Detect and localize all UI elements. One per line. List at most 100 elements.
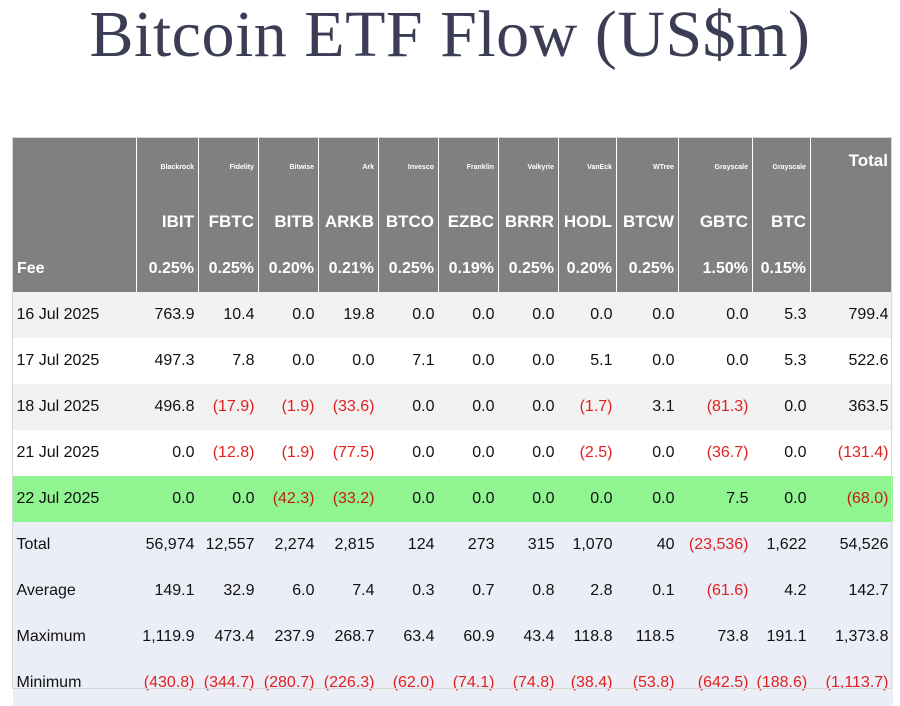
empty-header-cell: [810, 246, 893, 292]
flow-value-cell: 0.0: [136, 430, 199, 476]
total-cell: (68.0): [810, 476, 893, 522]
flow-value-cell: (2.5): [558, 430, 617, 476]
date-cell: 18 Jul 2025: [12, 384, 137, 430]
flow-value-cell: 0.0: [752, 476, 811, 522]
issuer-header: Grayscale: [678, 137, 753, 198]
flow-value-cell: (1.9): [258, 430, 319, 476]
flow-value-cell: 118.5: [616, 614, 679, 660]
flow-value-cell: 0.0: [752, 384, 811, 430]
flow-value-cell: 0.0: [616, 338, 679, 384]
flow-value-cell: 40: [616, 522, 679, 568]
flow-value-cell: 0.0: [616, 292, 679, 338]
flow-value-cell: 0.0: [616, 430, 679, 476]
summary-row: Minimum (430.8) (344.7) (280.7) (226.3) (62.0…: [12, 660, 893, 706]
summary-row: Maximum 1,119.9 473.4 237.9 268.7 63.4 60.9 43.…: [12, 614, 893, 660]
corner-cell: [12, 137, 137, 198]
ticker-header: BTC: [752, 198, 811, 246]
flow-value-cell: 0.0: [678, 338, 753, 384]
flow-value-cell: 473.4: [198, 614, 259, 660]
flow-value-cell: 5.3: [752, 292, 811, 338]
ticker-header: FBTC: [198, 198, 259, 246]
flow-value-cell: 7.5: [678, 476, 753, 522]
flow-value-cell: (642.5): [678, 660, 753, 706]
issuer-header: Invesco: [378, 137, 439, 198]
flow-value-cell: 10.4: [198, 292, 259, 338]
flow-value-cell: 1,070: [558, 522, 617, 568]
flow-value-cell: 7.4: [318, 568, 379, 614]
flow-value-cell: 0.0: [378, 384, 439, 430]
flow-value-cell: 0.8: [498, 568, 559, 614]
flow-value-cell: 0.0: [616, 476, 679, 522]
summary-row: Total 56,974 12,557 2,274 2,815 124 273 315 1,07…: [12, 522, 893, 568]
fee-label: Fee: [12, 246, 137, 292]
flow-value-cell: 0.0: [678, 292, 753, 338]
date-cell: 22 Jul 2025: [12, 476, 137, 522]
flow-value-cell: 763.9: [136, 292, 199, 338]
flow-value-cell: (36.7): [678, 430, 753, 476]
flow-value-cell: 0.0: [558, 476, 617, 522]
flow-value-cell: 0.7: [438, 568, 499, 614]
flow-value-cell: 0.0: [136, 476, 199, 522]
flow-value-cell: 0.0: [378, 430, 439, 476]
flow-value-cell: 237.9: [258, 614, 319, 660]
issuer-header: Valkyrie: [498, 137, 559, 198]
flow-value-cell: 1,622: [752, 522, 811, 568]
flow-value-cell: (81.3): [678, 384, 753, 430]
flow-value-cell: (280.7): [258, 660, 319, 706]
flow-value-cell: (188.6): [752, 660, 811, 706]
issuer-header: Ark: [318, 137, 379, 198]
total-column-header: Total: [810, 137, 893, 198]
flow-value-cell: (62.0): [378, 660, 439, 706]
table-row: 18 Jul 2025 496.8 (17.9) (1.9) (33.6) 0.0 0.0 0…: [12, 384, 893, 430]
ticker-header: ARKB: [318, 198, 379, 246]
etf-flow-table: Blackrock Fidelity Bitwise Ark Invesco F…: [12, 137, 893, 706]
ticker-header: IBIT: [136, 198, 199, 246]
flow-value-cell: (61.6): [678, 568, 753, 614]
flow-value-cell: 7.8: [198, 338, 259, 384]
flow-value-cell: 2,274: [258, 522, 319, 568]
empty-header-cell: [810, 198, 893, 246]
total-cell: (1,113.7): [810, 660, 893, 706]
flow-value-cell: 32.9: [198, 568, 259, 614]
flow-table-body: 16 Jul 2025 763.9 10.4 0.0 19.8 0.0 0.0 0.0 0.0 0…: [12, 292, 893, 706]
total-cell: (131.4): [810, 430, 893, 476]
issuer-header: VanEck: [558, 137, 617, 198]
total-cell: 363.5: [810, 384, 893, 430]
flow-value-cell: 315: [498, 522, 559, 568]
fee-value: 1.50%: [678, 246, 753, 292]
flow-value-cell: 0.0: [558, 292, 617, 338]
ticker-header: BITB: [258, 198, 319, 246]
total-cell: 522.6: [810, 338, 893, 384]
fee-value: 0.20%: [558, 246, 617, 292]
flow-value-cell: 496.8: [136, 384, 199, 430]
ticker-header: BRRR: [498, 198, 559, 246]
flow-value-cell: 0.0: [438, 384, 499, 430]
summary-row: Average 149.1 32.9 6.0 7.4 0.3 0.7 0.8 2.8 0.1 (61…: [12, 568, 893, 614]
total-cell: 142.7: [810, 568, 893, 614]
flow-value-cell: (12.8): [198, 430, 259, 476]
flow-value-cell: 7.1: [378, 338, 439, 384]
date-cell: 17 Jul 2025: [12, 338, 137, 384]
fee-value: 0.19%: [438, 246, 499, 292]
flow-value-cell: 0.0: [498, 292, 559, 338]
fee-value: 0.15%: [752, 246, 811, 292]
total-cell: 799.4: [810, 292, 893, 338]
fee-value: 0.25%: [136, 246, 199, 292]
flow-value-cell: (74.1): [438, 660, 499, 706]
flow-value-cell: 0.0: [438, 338, 499, 384]
total-cell: 54,526: [810, 522, 893, 568]
flow-value-cell: 118.8: [558, 614, 617, 660]
flow-value-cell: 497.3: [136, 338, 199, 384]
ticker-header: GBTC: [678, 198, 753, 246]
corner-cell: [12, 198, 137, 246]
ticker-header: EZBC: [438, 198, 499, 246]
issuer-header: Grayscale: [752, 137, 811, 198]
date-cell: 21 Jul 2025: [12, 430, 137, 476]
ticker-header: BTCW: [616, 198, 679, 246]
flow-value-cell: 0.0: [498, 430, 559, 476]
date-cell: 16 Jul 2025: [12, 292, 137, 338]
flow-value-cell: 124: [378, 522, 439, 568]
flow-value-cell: 0.3: [378, 568, 439, 614]
issuer-header: Bitwise: [258, 137, 319, 198]
summary-label: Average: [12, 568, 137, 614]
